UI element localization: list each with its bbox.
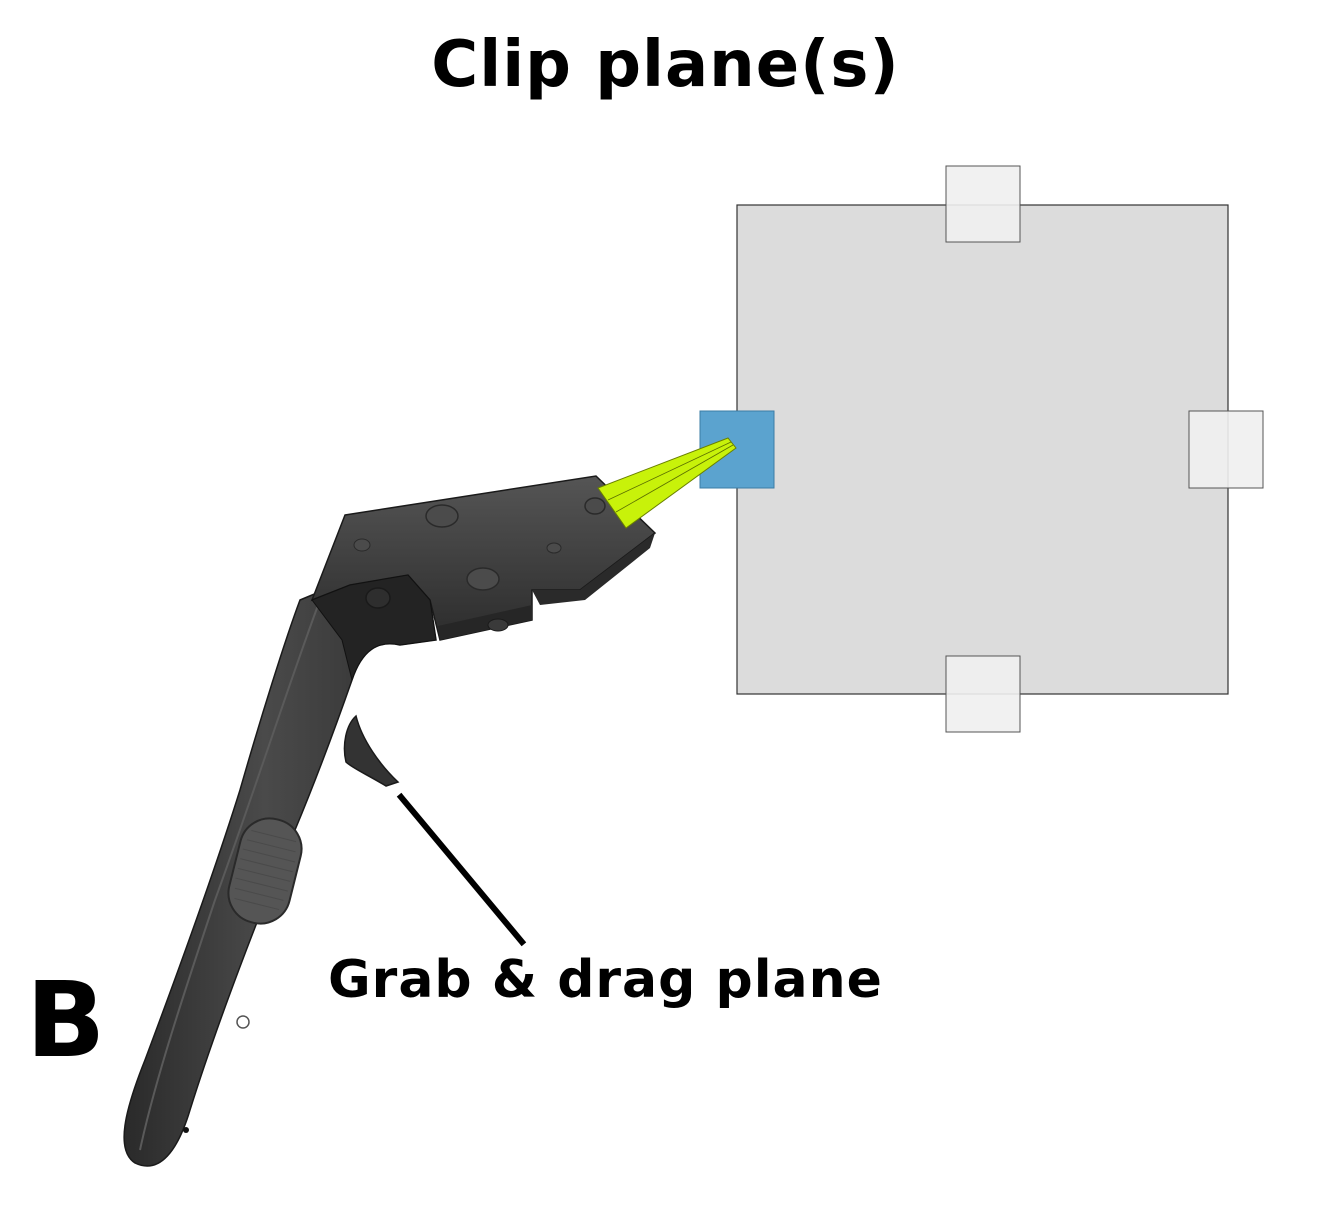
sensor-dimple-icon	[546, 542, 562, 554]
panel-label: B	[26, 959, 106, 1081]
grab-drag-callout: Grab & drag plane	[328, 950, 883, 1010]
controller-grip	[123, 574, 437, 1167]
clip-plane-handle-bottom[interactable]	[945, 655, 1021, 733]
sensor-dimple-icon	[365, 587, 391, 609]
sensor-dimple-icon	[353, 538, 371, 552]
clip-plane[interactable]	[736, 204, 1229, 695]
clip-plane-handle-right[interactable]	[1188, 410, 1264, 489]
figure-title: Clip plane(s)	[431, 28, 900, 102]
sensor-dimple-icon	[425, 504, 459, 528]
vr-controller	[123, 475, 657, 1167]
controller-grip-button	[227, 817, 303, 925]
callout-pointer-line	[396, 792, 527, 947]
sensor-dimple-icon	[487, 618, 509, 632]
sensor-dimple-icon	[584, 497, 606, 515]
laser-beam	[597, 437, 737, 529]
sensor-dimple-icon	[466, 567, 500, 591]
controller-trigger	[343, 714, 400, 787]
clip-plane-handle-top[interactable]	[945, 165, 1021, 243]
